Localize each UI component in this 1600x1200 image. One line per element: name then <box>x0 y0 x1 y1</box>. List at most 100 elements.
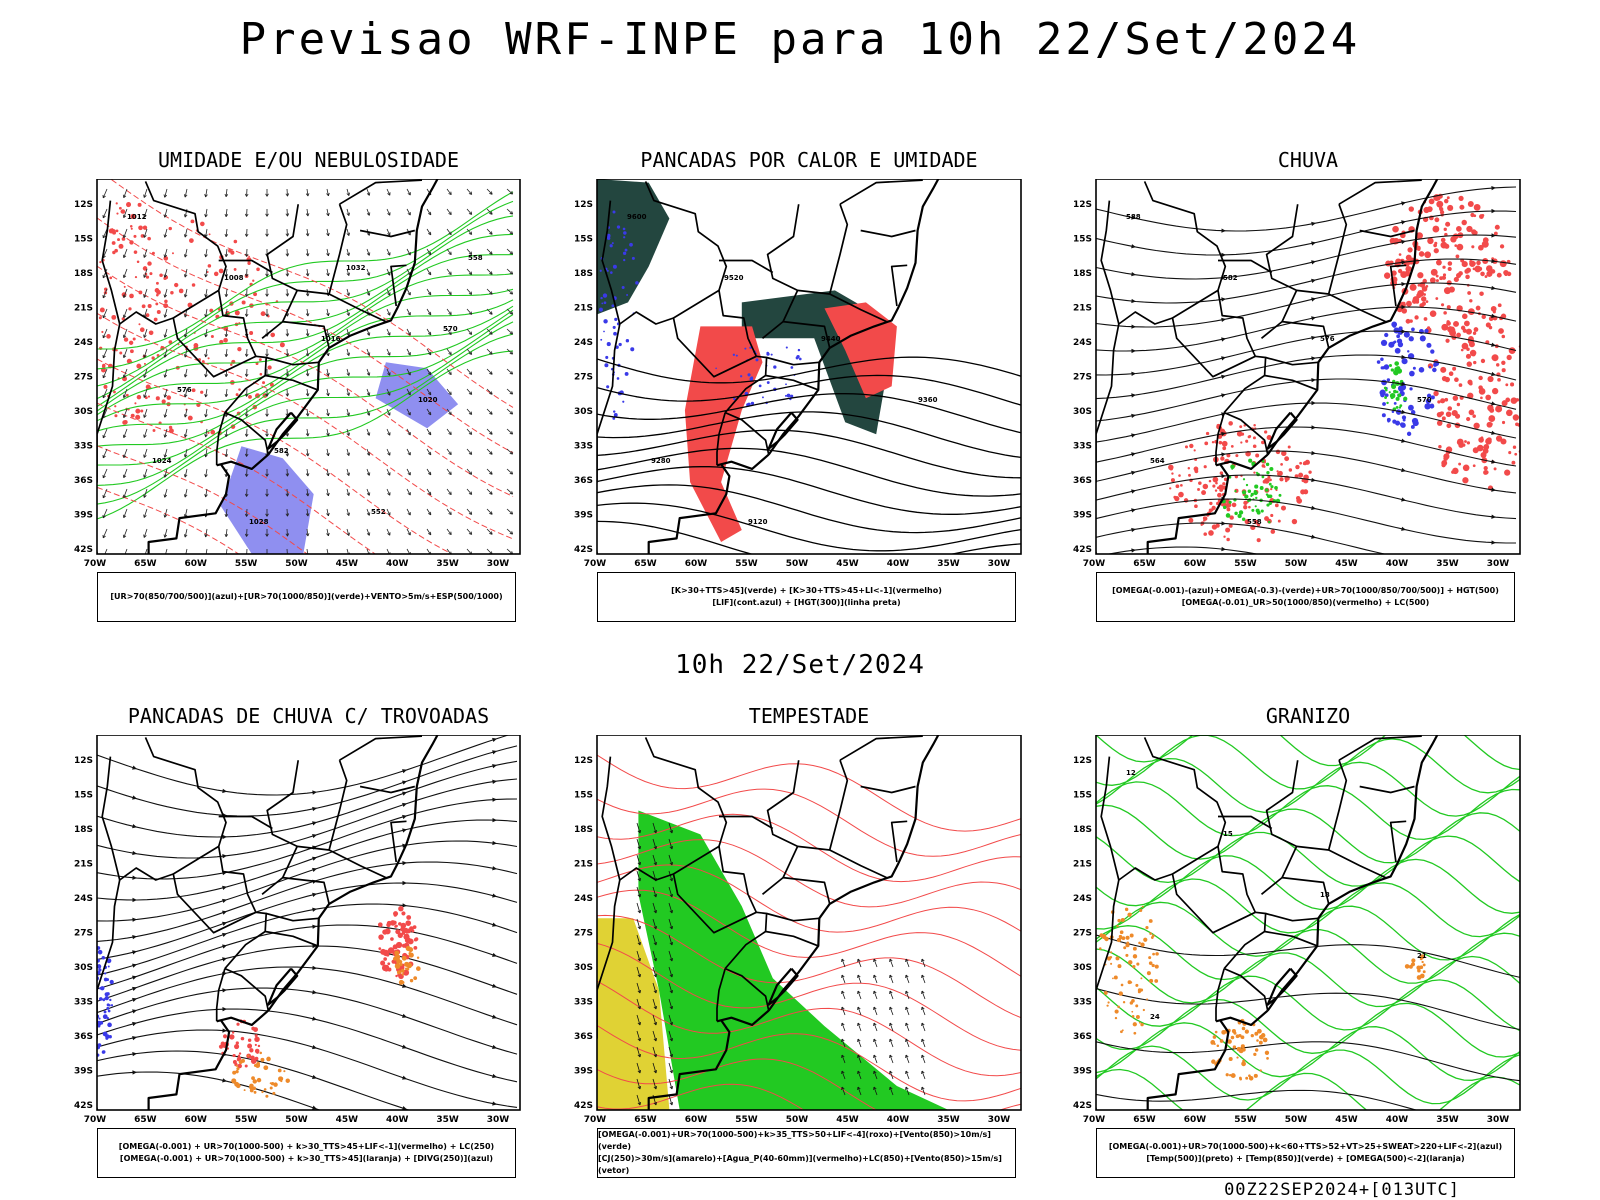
field-blob <box>387 962 391 966</box>
wind-arrowhead <box>143 494 147 498</box>
wind-vector <box>668 1014 673 1026</box>
wind-arrowhead <box>163 274 168 278</box>
lon-tick-label: 30W <box>988 559 1011 569</box>
field-blob <box>1242 1059 1245 1063</box>
wind-arrowhead <box>427 431 432 436</box>
contour-label: 570 <box>1417 396 1432 404</box>
wind-arrowhead <box>305 533 310 537</box>
streamline-arrow <box>312 806 317 812</box>
wind-arrowhead <box>346 532 350 536</box>
wind-vector <box>225 268 228 277</box>
field-blob <box>1204 441 1209 446</box>
field-blob <box>143 362 146 365</box>
isoline <box>97 217 514 454</box>
lon-tick-label: 70W <box>84 1115 107 1125</box>
wind-vector <box>921 974 926 984</box>
isoline <box>597 520 1021 554</box>
wind-arrowhead <box>407 252 411 256</box>
streamline-arrow <box>132 1051 137 1057</box>
wind-arrowhead <box>669 1021 674 1026</box>
wind-arrowhead <box>366 212 371 216</box>
field-blob <box>1445 338 1450 343</box>
lon-tick-label: 70W <box>84 559 107 569</box>
wind-arrowhead <box>653 957 658 962</box>
wind-vector <box>446 428 452 435</box>
field-blob <box>1131 999 1135 1003</box>
field-blob <box>384 964 390 970</box>
field-blob <box>237 1063 242 1069</box>
field-blob <box>1288 468 1293 472</box>
wind-arrowhead <box>857 1006 861 1011</box>
legend-line: [UR>70(850/700/500)](azul)+[UR>70(1000/8… <box>110 592 503 601</box>
isoline <box>1096 878 1520 938</box>
field-blob <box>606 269 609 272</box>
lat-tick-label: 30S <box>1073 407 1092 417</box>
field-blob <box>1408 964 1413 969</box>
field-blob <box>1424 328 1429 334</box>
field-blob <box>222 1034 228 1039</box>
isoline <box>97 486 240 554</box>
field-blob <box>1386 378 1391 382</box>
field-blob <box>1197 488 1200 491</box>
field-blob <box>246 257 252 263</box>
streamline-arrow <box>1221 431 1226 437</box>
field-blob <box>103 384 108 389</box>
wind-arrowhead <box>204 453 208 458</box>
wind-vector <box>102 188 108 199</box>
lat-tick-label: 39S <box>574 510 593 520</box>
wind-arrowhead <box>285 473 290 477</box>
streamline-arrow <box>132 765 137 770</box>
wind-vector <box>366 248 370 256</box>
lat-tick-label: 30S <box>574 407 593 417</box>
wind-arrowhead <box>163 334 168 338</box>
wind-arrowhead <box>102 514 106 519</box>
mid-subtitle: 10h 22/Set/2024 <box>675 650 925 680</box>
lon-tick-label: 30W <box>988 1115 1011 1125</box>
field-blob <box>618 342 622 347</box>
wind-vector <box>506 508 513 515</box>
wind-arrowhead <box>427 251 432 256</box>
field-blob <box>1421 960 1424 964</box>
wind-vector <box>841 990 846 1000</box>
field-blob <box>234 310 240 316</box>
field-blob <box>1466 441 1471 445</box>
field-blob <box>1447 406 1453 411</box>
wind-vector <box>143 188 148 198</box>
wind-arrowhead <box>637 1101 642 1106</box>
map-frame <box>96 179 521 555</box>
streamline <box>97 945 518 1002</box>
lon-tick-label: 35W <box>436 1115 459 1125</box>
wind-vector <box>446 448 452 455</box>
wind-arrowhead <box>669 909 674 914</box>
isoline <box>97 299 514 422</box>
field-blob <box>247 1054 250 1057</box>
wind-arrowhead <box>183 254 188 258</box>
field-blob <box>147 395 151 398</box>
wind-vector <box>466 188 473 195</box>
wind-arrowhead <box>305 313 310 317</box>
streamline-arrow <box>1401 329 1406 334</box>
wind-vector <box>123 348 128 358</box>
wind-vector <box>205 468 208 478</box>
field-blob <box>1525 377 1526 382</box>
field-blob <box>397 932 403 939</box>
wind-vector <box>143 508 148 518</box>
wind-vector <box>123 488 128 498</box>
field-blob <box>1129 933 1134 938</box>
lon-tick-label: 70W <box>1083 1115 1106 1125</box>
wind-vector <box>386 328 391 336</box>
field-blob <box>1244 494 1249 499</box>
field-blob <box>123 337 129 342</box>
field-blob <box>1269 478 1272 482</box>
field-blob <box>1439 207 1444 212</box>
field-blob <box>1251 508 1255 512</box>
field-blob <box>1446 320 1450 324</box>
streamline <box>1096 282 1517 328</box>
political-border <box>144 181 227 291</box>
field-blob <box>1466 225 1473 233</box>
wind-arrowhead <box>653 909 658 914</box>
streamline-arrow <box>1311 400 1316 406</box>
streamline-arrow <box>222 898 227 903</box>
wind-vector <box>306 368 309 377</box>
wind-arrowhead <box>244 493 249 497</box>
